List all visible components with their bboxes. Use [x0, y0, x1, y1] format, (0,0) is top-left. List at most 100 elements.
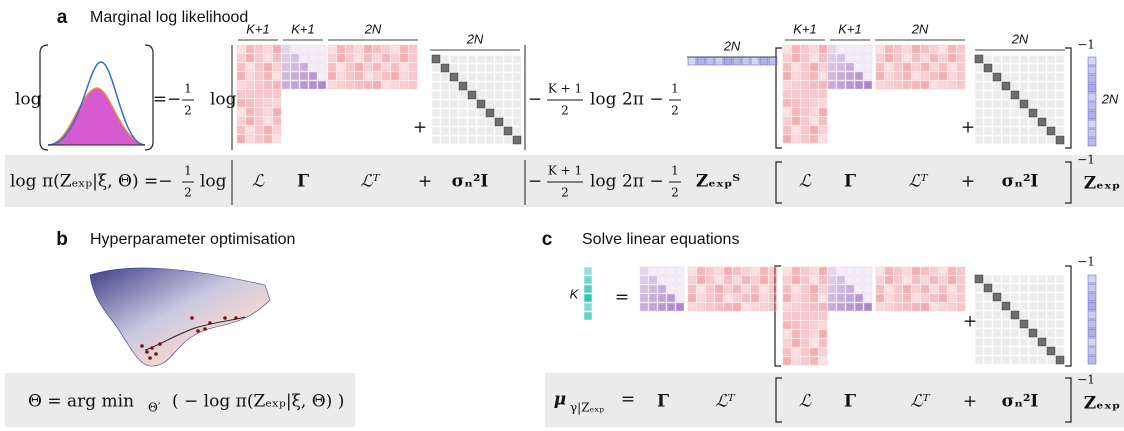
matrix-cell	[828, 303, 836, 311]
dimension-label: 2N	[723, 38, 741, 53]
matrix-cell	[273, 90, 281, 98]
matrix-cell	[459, 100, 467, 108]
matrix-cell	[783, 339, 791, 347]
matrix-cell	[373, 63, 381, 71]
matrix-cell	[1047, 320, 1055, 328]
matrix-cell	[930, 294, 938, 302]
matrix-cell	[792, 45, 800, 53]
matrix-cell	[984, 320, 992, 328]
matrix-cell	[382, 81, 390, 89]
matrix-cell	[930, 72, 938, 80]
matrix-cell	[828, 276, 836, 284]
matrix-cell	[993, 338, 1001, 346]
matrix-cell	[346, 63, 354, 71]
matrix-cell	[391, 54, 399, 62]
math-text: σₙ²I	[452, 172, 489, 192]
matrix-cell	[246, 45, 254, 53]
matrix-cell	[346, 54, 354, 62]
fraction-numerator: 1	[671, 164, 679, 178]
matrix-cell	[477, 91, 485, 99]
matrix-cell	[819, 285, 827, 293]
panel-letter: b	[56, 229, 68, 250]
matrix-cell	[715, 267, 723, 275]
matrix-cell	[649, 285, 657, 293]
matrix-cell	[760, 294, 768, 302]
matrix-cell	[1002, 356, 1010, 364]
matrix-cell	[1088, 120, 1096, 128]
matrix-cell	[930, 81, 938, 89]
matrix-cell	[801, 90, 809, 98]
matrix-cell	[984, 109, 992, 117]
matrix-cell	[273, 108, 281, 116]
matrix-cell	[432, 73, 440, 81]
matrix-cell	[495, 55, 503, 63]
matrix-cell	[948, 72, 956, 80]
matrix-cell	[1020, 109, 1028, 117]
matrix-cell	[513, 100, 521, 108]
matrix-cell	[246, 126, 254, 134]
math-text: ℒ	[252, 172, 265, 192]
matrix-cell	[273, 72, 281, 80]
matrix-cell	[801, 267, 809, 275]
matrix-cell	[993, 311, 1001, 319]
matrix-cell	[640, 303, 648, 311]
matrix-cell	[237, 90, 245, 98]
matrix-cell	[450, 136, 458, 144]
matrix-cell	[1038, 356, 1046, 364]
matrix-cell	[658, 294, 666, 302]
matrix-cell	[864, 45, 872, 53]
matrix-cell	[975, 100, 983, 108]
matrix-cell	[1056, 73, 1064, 81]
matrix	[975, 275, 1064, 364]
math-text: +	[413, 118, 427, 138]
math-text: Γ	[844, 172, 856, 192]
matrix-cell	[1038, 55, 1046, 63]
matrix-cell	[337, 81, 345, 89]
matrix-cell	[1047, 91, 1055, 99]
matrix-cell	[291, 63, 299, 71]
matrix-cell	[513, 73, 521, 81]
matrix-cell	[792, 285, 800, 293]
matrix-cell	[459, 64, 467, 72]
matrix-cell	[1029, 73, 1037, 81]
math-text: K	[570, 286, 580, 301]
matrix-cell	[1011, 302, 1019, 310]
matrix-cell	[801, 294, 809, 302]
matrix-cell	[957, 54, 965, 62]
matrix-cell	[255, 126, 263, 134]
matrix-cell	[495, 127, 503, 135]
matrix-cell	[819, 267, 827, 275]
matrix-cell	[975, 64, 983, 72]
matrix-cell	[364, 63, 372, 71]
matrix-cell	[975, 302, 983, 310]
math-text: +	[963, 312, 977, 332]
matrix-cell	[957, 267, 965, 275]
matrix-cell	[1020, 100, 1028, 108]
matrix-cell	[876, 81, 884, 89]
matrix-cell	[792, 357, 800, 365]
matrix-cell	[264, 90, 272, 98]
matrix-cell	[828, 54, 836, 62]
matrix-cell	[801, 126, 809, 134]
matrix-cell	[993, 73, 1001, 81]
matrix	[783, 45, 827, 143]
matrix-cell	[921, 303, 929, 311]
matrix-cell	[792, 117, 800, 125]
matrix-cell	[801, 45, 809, 53]
matrix-cell	[855, 285, 863, 293]
matrix-cell	[1029, 127, 1037, 135]
matrix-cell	[864, 294, 872, 302]
matrix-cell	[855, 54, 863, 62]
math-text: ℒ	[799, 172, 812, 192]
matrix-cell	[346, 45, 354, 53]
matrix-cell	[477, 82, 485, 90]
matrix-cell	[993, 100, 1001, 108]
matrix-cell	[984, 311, 992, 319]
matrix-cell	[921, 294, 929, 302]
matrix-cell	[300, 54, 308, 62]
matrix-cell	[912, 54, 920, 62]
matrix-cell	[819, 276, 827, 284]
matrix-cell	[441, 100, 449, 108]
matrix-cell	[1056, 64, 1064, 72]
matrix-cell	[792, 267, 800, 275]
